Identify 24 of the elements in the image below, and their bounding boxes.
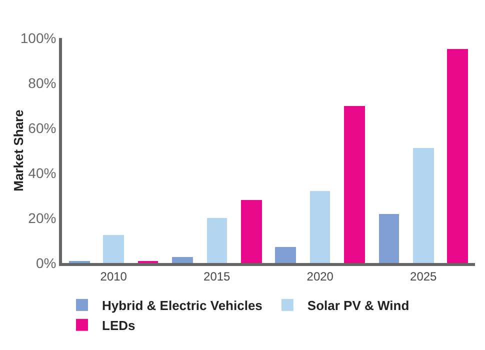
x-tick-label: 2010 — [100, 269, 128, 284]
bar — [379, 214, 399, 263]
bar — [447, 49, 468, 263]
bar — [275, 247, 296, 263]
y-tick-label: 100% — [20, 30, 56, 46]
bar — [344, 106, 365, 263]
bar — [207, 218, 227, 263]
bar — [413, 148, 434, 263]
legend-label: LEDs — [102, 318, 136, 333]
bar — [241, 200, 262, 263]
y-tick-label: 20% — [28, 210, 56, 226]
bar — [103, 235, 124, 263]
legend-label: Hybrid & Electric Vehicles — [102, 298, 262, 314]
y-axis-title: Market Share — [11, 110, 26, 192]
bar — [310, 191, 330, 263]
x-tick-label: 2015 — [204, 269, 231, 284]
legend-label: Solar PV & Wind — [307, 298, 410, 314]
bar — [172, 257, 193, 263]
y-tick-label: 0% — [36, 254, 56, 271]
x-tick-label: 2025 — [410, 269, 438, 284]
x-tick-label: 2020 — [306, 269, 334, 284]
y-tick-label: 80% — [28, 74, 56, 91]
y-tick-label: 60% — [28, 120, 56, 136]
y-tick-label: 40% — [28, 164, 56, 181]
